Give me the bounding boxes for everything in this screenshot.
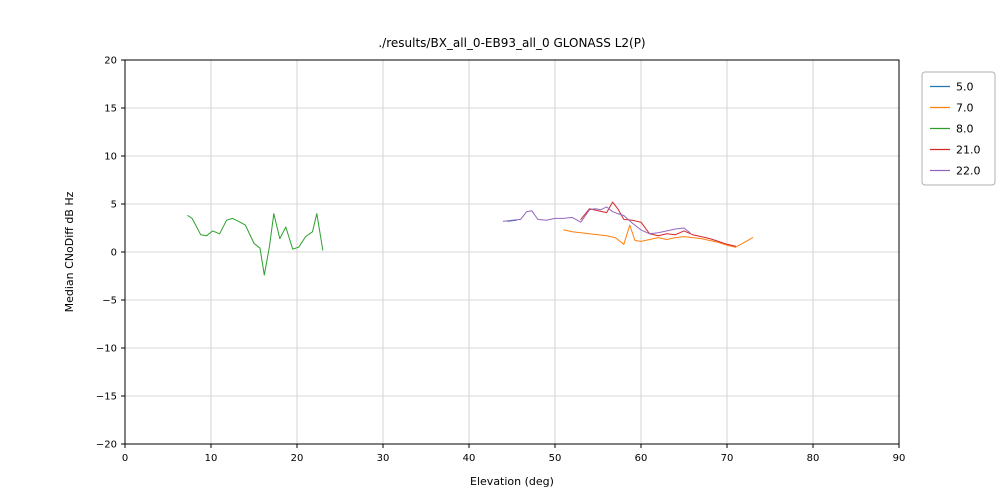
y-axis-label: Median CNoDiff dB Hz	[63, 191, 76, 312]
y-tick-label: 10	[104, 152, 117, 163]
x-tick-label: 60	[635, 453, 648, 464]
legend-box	[921, 71, 996, 186]
chart-title: ./results/BX_all_0-EB93_all_0 GLONASS L2…	[378, 36, 645, 50]
x-tick-label: 40	[463, 453, 476, 464]
plot-border	[124, 59, 900, 445]
y-tick-label: −10	[96, 344, 117, 355]
x-tick-label: 30	[377, 453, 390, 464]
y-tick-label: −5	[102, 296, 117, 307]
legend-entry-label: 21.0	[956, 144, 981, 157]
y-tick-label: 20	[104, 56, 117, 67]
legend-entry-label: 5.0	[956, 81, 974, 94]
y-tick-label: −20	[96, 440, 117, 451]
x-tick-label: 50	[549, 453, 562, 464]
x-tick-label: 0	[122, 453, 128, 464]
y-tick-label: 5	[111, 200, 117, 211]
x-tick-label: 20	[291, 453, 304, 464]
y-tick-label: −15	[96, 392, 117, 403]
series-line-22.0	[502, 206, 691, 235]
legend-entry-label: 7.0	[956, 102, 974, 115]
x-tick-label: 80	[807, 453, 820, 464]
grid-lines	[124, 59, 900, 445]
x-tick-label: 90	[893, 453, 906, 464]
axis-ticks: 0 10 20 30 40 50 60 70 80 90 −20 −15 −10 −5 0 5 10 15 20	[96, 56, 905, 465]
x-tick-label: 70	[721, 453, 734, 464]
series-line-7.0	[563, 224, 754, 248]
legend-entry-label: 8.0	[956, 123, 974, 136]
series-line-21.0	[580, 201, 737, 247]
y-tick-label: 0	[111, 248, 117, 259]
legend: 5.0 7.0 8.0 21.0 22.0	[921, 71, 996, 186]
data-series-lines	[187, 201, 754, 276]
x-tick-label: 10	[205, 453, 218, 464]
series-line-8.0	[187, 213, 324, 276]
x-axis-label: Elevation (deg)	[470, 475, 554, 488]
legend-entry-label: 22.0	[956, 165, 981, 178]
y-tick-label: 15	[104, 104, 117, 115]
